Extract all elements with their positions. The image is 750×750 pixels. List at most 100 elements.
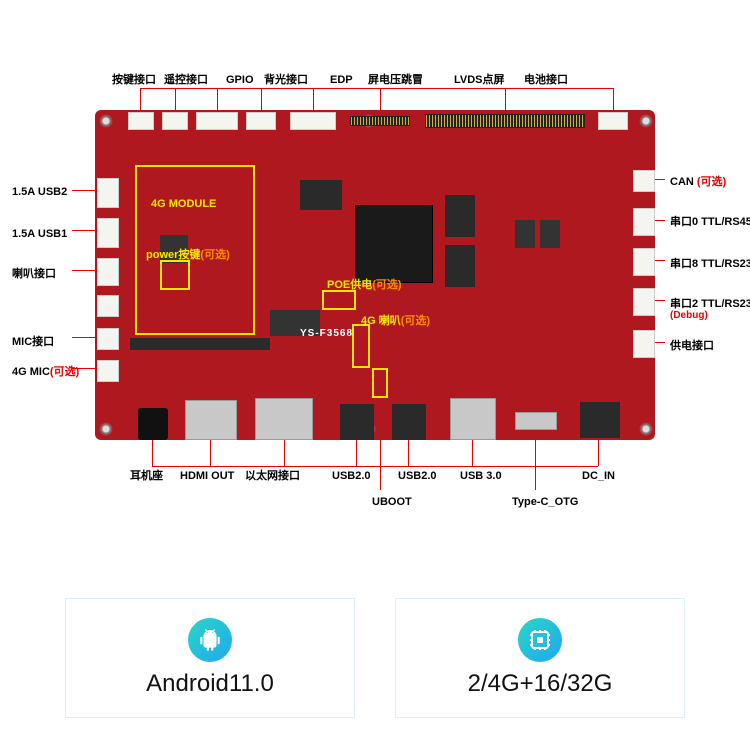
left-label: 1.5A USB1 [12, 228, 67, 240]
conn-15 [633, 208, 655, 236]
top-leader [261, 88, 262, 112]
conn-22 [340, 404, 374, 440]
top-label: 遥控接口 [164, 74, 208, 86]
bottom-leader [380, 440, 381, 490]
conn-8 [196, 112, 238, 130]
power-btn-label: power按键(可选) [145, 246, 231, 262]
chip-1 [300, 180, 342, 210]
conn-12 [425, 114, 585, 128]
chip-2 [445, 195, 475, 237]
bottom-leader [284, 440, 285, 466]
top-leader [175, 88, 176, 112]
conn-1 [97, 218, 119, 248]
conn-3 [97, 295, 119, 317]
right-label: 供电接口 [670, 340, 714, 352]
conn-21 [255, 398, 313, 440]
top-label: 电池接口 [524, 74, 568, 86]
poe-box [322, 290, 356, 310]
left-label: 1.5A USB2 [12, 186, 67, 198]
top-label: EDP [330, 74, 353, 86]
left-leader [72, 368, 97, 369]
top-leader [613, 88, 614, 112]
spec-card: Android11.0 [65, 598, 355, 718]
conn-18 [633, 330, 655, 358]
conn-10 [290, 112, 336, 130]
conn-17 [633, 288, 655, 316]
conn-14 [633, 170, 655, 192]
uboot-box [372, 368, 388, 398]
conn-5 [97, 360, 119, 382]
android-icon [188, 618, 232, 662]
top-label: GPIO [226, 74, 254, 86]
conn-4 [97, 328, 119, 350]
top-leader [313, 88, 314, 112]
conn-25 [515, 412, 557, 430]
chip-6 [515, 220, 535, 248]
left-leader [72, 190, 97, 191]
bottom-leader [598, 440, 599, 466]
bottom-label: DC_IN [582, 470, 615, 482]
left-label: 4G MIC(可选) [12, 366, 79, 378]
right-leader [655, 260, 665, 261]
bottom-rail [152, 466, 598, 467]
bottom-label: USB 3.0 [460, 470, 502, 482]
screw-3 [637, 420, 655, 438]
left-label: MIC接口 [12, 336, 54, 348]
conn-24 [450, 398, 496, 440]
right-leader [655, 220, 665, 221]
conn-26 [580, 402, 620, 438]
left-leader [72, 337, 97, 338]
board-diagram: 4G MODULEpower按键(可选)POE供电(可选)4G 喇叭(可选)按键… [0, 0, 750, 560]
right-label: 串口0 TTL/RS458 [670, 216, 750, 228]
screw-0 [97, 112, 115, 130]
top-leader [217, 88, 218, 112]
power-btn-box [160, 260, 190, 290]
top-label: 按键接口 [112, 74, 156, 86]
conn-0 [97, 178, 119, 208]
top-leader [380, 88, 381, 112]
right-label: 串口8 TTL/RS232 [670, 258, 750, 270]
spec-card: 2/4G+16/32G [395, 598, 685, 718]
spec-text: 2/4G+16/32G [468, 670, 613, 698]
conn-7 [162, 112, 188, 130]
bottom-leader [472, 440, 473, 466]
bottom-label: Type-C_OTG [512, 496, 578, 508]
conn-27 [130, 338, 270, 350]
conn-19 [138, 408, 168, 440]
top-label: LVDS点屏 [454, 74, 505, 86]
bottom-leader [408, 440, 409, 466]
bottom-label: USB2.0 [332, 470, 371, 482]
left-leader [72, 270, 97, 271]
poe-label: POE供电(可选) [326, 276, 403, 292]
screw-2 [97, 420, 115, 438]
conn-9 [246, 112, 276, 130]
bottom-label: 耳机座 [130, 470, 163, 482]
top-label: 屏电压跳冒 [368, 74, 423, 86]
memory-icon [518, 618, 562, 662]
bottom-label: HDMI OUT [180, 470, 234, 482]
chip-7 [540, 220, 560, 248]
bottom-leader [152, 440, 153, 466]
4g-spk-box [352, 324, 370, 368]
conn-6 [128, 112, 154, 130]
right-leader [655, 300, 665, 301]
conn-11 [350, 116, 410, 126]
spec-row: Android11.0 2/4G+16/32G [0, 598, 750, 718]
chip-3 [445, 245, 475, 287]
4g-module-label: 4G MODULE [150, 198, 217, 210]
conn-20 [185, 400, 237, 440]
bottom-label: UBOOT [372, 496, 412, 508]
top-rail [140, 88, 613, 89]
right-leader [655, 342, 665, 343]
bottom-label: 以太网接口 [245, 470, 300, 482]
right-label: 串口2 TTL/RS232(Debug) [670, 298, 750, 321]
bottom-leader [210, 440, 211, 466]
conn-23 [392, 404, 426, 440]
right-label: CAN (可选) [670, 176, 726, 188]
bottom-leader [535, 440, 536, 490]
screw-1 [637, 112, 655, 130]
top-label: 背光接口 [264, 74, 308, 86]
conn-16 [633, 248, 655, 276]
conn-13 [598, 112, 628, 130]
right-leader [655, 179, 665, 180]
